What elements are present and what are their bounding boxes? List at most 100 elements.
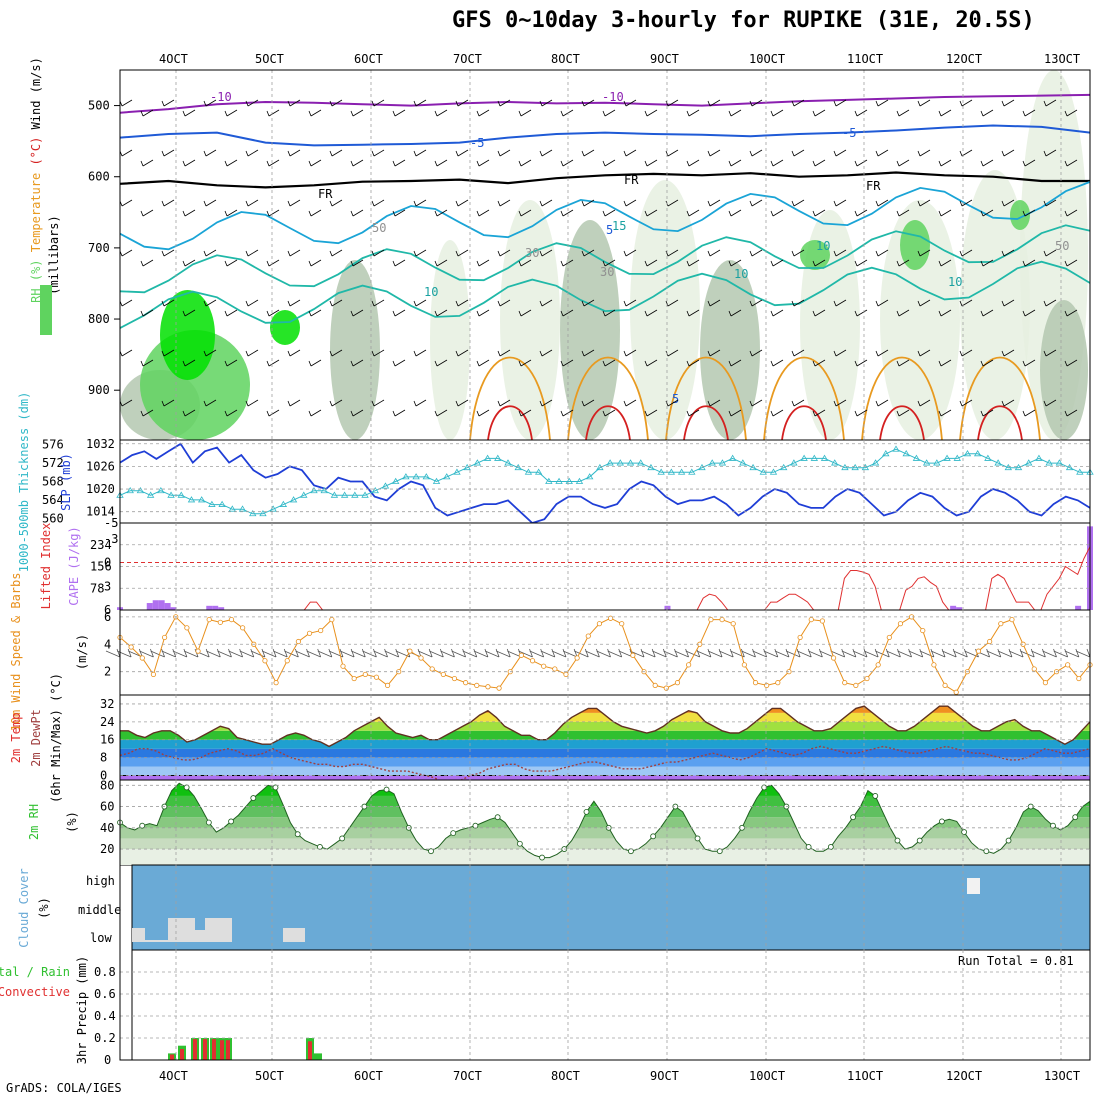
wind-barb (413, 349, 427, 357)
wind-barb (959, 199, 973, 207)
wind-speed-marker (674, 680, 681, 686)
wind-barb (560, 359, 574, 367)
wind-barb (429, 648, 444, 658)
temperature-contour (977, 405, 1023, 441)
wind-barb (623, 99, 637, 107)
rh-marker (494, 814, 501, 821)
contour-label: -10 (602, 90, 624, 104)
wind-barb (770, 159, 784, 167)
wind-barb (350, 309, 364, 317)
wind-speed-marker (719, 616, 725, 623)
wind-barb (308, 409, 322, 417)
thickness-marker (728, 454, 737, 461)
wind-barb (161, 299, 175, 307)
wind-barb (644, 309, 658, 317)
thickness-marker (494, 454, 502, 461)
wind-barb (607, 648, 623, 658)
wind-barb (440, 648, 455, 658)
wind-barb (140, 359, 154, 367)
wind-barb (182, 259, 196, 267)
cape-bar (164, 603, 171, 610)
thickness-marker (994, 459, 1002, 466)
wind-barb (413, 149, 427, 157)
wind-barb (686, 309, 700, 317)
wind-speed-marker (440, 671, 446, 678)
wind-barb (217, 648, 232, 658)
rh-axis-label: 2m RH (27, 804, 41, 840)
temperature-contour (119, 260, 1091, 329)
wind-barb (266, 359, 280, 367)
wind-barb (812, 409, 826, 417)
wind-barb (329, 99, 343, 107)
wind-barb (797, 648, 812, 658)
wind-barb (623, 299, 637, 307)
temp-band (120, 721, 1090, 731)
wind-barb (581, 349, 595, 357)
thickness-marker (402, 473, 410, 480)
legend-part: Wind (m/s) (29, 57, 43, 129)
date-label-top: 10OCT (749, 52, 785, 66)
wind-speed-marker (262, 658, 268, 664)
wind-barb (665, 299, 679, 307)
wind-barb (371, 349, 385, 357)
wind-barb (1022, 159, 1036, 167)
wind-barb (392, 259, 406, 267)
pressure-tick-label: 700 (88, 241, 110, 255)
temperature-contour (119, 224, 1091, 294)
lifted-tick-label: 6 (104, 603, 111, 617)
thickness-marker (790, 459, 798, 466)
thickness-marker (330, 491, 339, 498)
thickness-marker (259, 510, 267, 517)
wind-barb (833, 349, 847, 357)
wind-barb (749, 349, 763, 357)
wind-barb (392, 109, 406, 117)
rh-shading (1010, 200, 1030, 230)
date-label-bottom: 7OCT (453, 1069, 482, 1083)
wind-barb (833, 149, 847, 157)
contour-label: 10 (424, 285, 438, 299)
wind-barb (266, 109, 280, 117)
wind-barb (350, 359, 364, 367)
thickness-marker (167, 491, 175, 498)
outer-frame (119, 69, 1091, 1061)
wind-barb (518, 409, 532, 417)
wind-speed-marker (139, 655, 145, 661)
wind-barb (602, 109, 616, 117)
wind-barb (266, 209, 280, 217)
temperature-contour (119, 181, 1091, 251)
wind-barb (896, 359, 910, 367)
wind-barb (1022, 259, 1036, 267)
wind-barb (392, 159, 406, 167)
wind-barb (1031, 648, 1046, 658)
wind-speed-marker (663, 685, 669, 691)
thickness-marker (136, 486, 145, 494)
wind-speed-marker (741, 662, 747, 668)
wind-barb (774, 648, 790, 658)
wind-barb (749, 249, 763, 257)
wind-barb (707, 249, 721, 257)
wind-barb (350, 409, 364, 417)
lifted-tick-label: 0 (104, 556, 111, 570)
wind-barb (392, 209, 406, 217)
wind-barb (602, 159, 616, 167)
wind-barb (306, 648, 322, 658)
rh-marker (694, 835, 701, 842)
thickness-marker (647, 463, 655, 471)
thickness-marker (800, 454, 808, 461)
wind-barb (245, 199, 259, 207)
contour-label: -5 (842, 126, 856, 140)
wind-barb (239, 648, 255, 658)
wind-barb (917, 349, 931, 357)
wind-barb (182, 309, 196, 317)
wind-barb (938, 159, 952, 167)
wind-speed-marker (1009, 616, 1015, 623)
wind-barb (273, 648, 288, 658)
wind-barb (451, 648, 467, 658)
wind-barb (980, 209, 994, 217)
wind-speed-marker (407, 648, 413, 654)
wind-speed-marker (373, 674, 380, 680)
precip-convective-bar (212, 1039, 216, 1060)
thickness-marker (667, 468, 676, 475)
rh-marker (916, 837, 923, 844)
wind-speed-marker (853, 682, 859, 689)
